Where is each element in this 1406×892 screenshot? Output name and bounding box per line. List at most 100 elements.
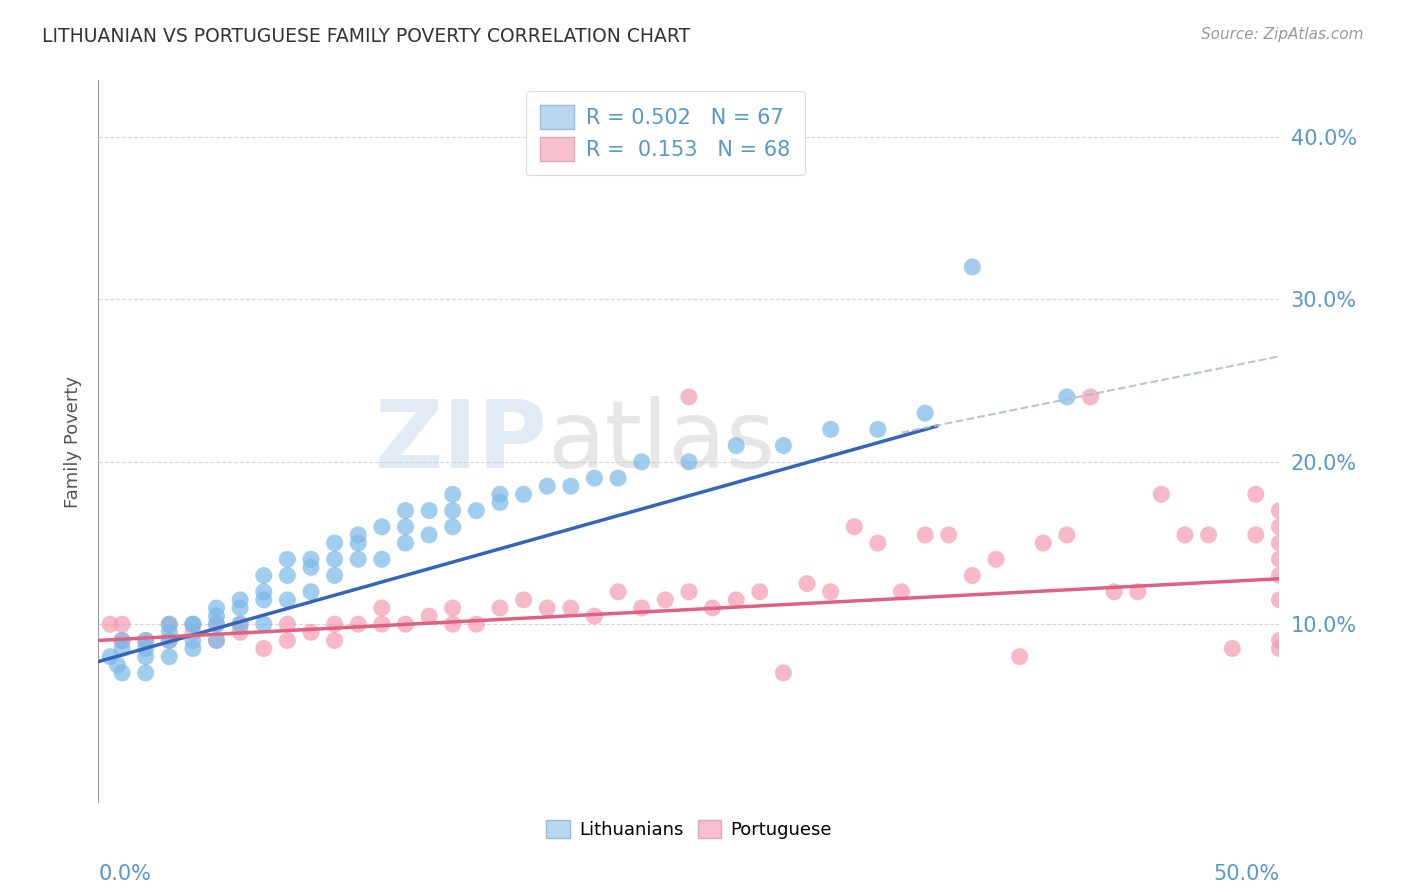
Point xyxy=(157,649,180,664)
Point xyxy=(135,633,157,648)
Text: LITHUANIAN VS PORTUGUESE FAMILY POVERTY CORRELATION CHART: LITHUANIAN VS PORTUGUESE FAMILY POVERTY … xyxy=(42,27,690,45)
Point xyxy=(157,633,180,648)
Point xyxy=(560,479,582,493)
Point xyxy=(441,520,464,534)
Point xyxy=(630,601,652,615)
Point xyxy=(205,633,228,648)
Point xyxy=(441,601,464,615)
Point xyxy=(1032,536,1054,550)
Point xyxy=(1244,487,1267,501)
Point xyxy=(820,422,842,436)
Point xyxy=(253,568,276,582)
Point xyxy=(157,617,180,632)
Text: atlas: atlas xyxy=(547,395,776,488)
Point xyxy=(229,592,252,607)
Point xyxy=(441,617,464,632)
Point xyxy=(181,625,204,640)
Point xyxy=(276,552,298,566)
Point xyxy=(702,601,724,615)
Point xyxy=(253,617,276,632)
Point xyxy=(1198,528,1220,542)
Point xyxy=(1102,584,1125,599)
Point xyxy=(111,633,134,648)
Point xyxy=(299,552,322,566)
Point xyxy=(205,633,228,648)
Point xyxy=(441,487,464,501)
Point xyxy=(890,584,912,599)
Point xyxy=(157,633,180,648)
Point xyxy=(157,617,180,632)
Point xyxy=(181,633,204,648)
Point xyxy=(1268,552,1291,566)
Point xyxy=(654,592,676,607)
Point xyxy=(111,665,134,680)
Point xyxy=(299,625,322,640)
Point xyxy=(418,528,440,542)
Point xyxy=(820,584,842,599)
Point xyxy=(371,520,394,534)
Point xyxy=(181,617,204,632)
Point xyxy=(394,503,416,517)
Point xyxy=(866,422,889,436)
Point xyxy=(323,633,346,648)
Point xyxy=(418,609,440,624)
Point xyxy=(181,641,204,656)
Point xyxy=(205,617,228,632)
Point xyxy=(135,649,157,664)
Point xyxy=(630,455,652,469)
Point xyxy=(229,601,252,615)
Point xyxy=(1268,503,1291,517)
Y-axis label: Family Poverty: Family Poverty xyxy=(63,376,82,508)
Point xyxy=(371,552,394,566)
Point xyxy=(323,536,346,550)
Text: Source: ZipAtlas.com: Source: ZipAtlas.com xyxy=(1201,27,1364,42)
Point xyxy=(276,592,298,607)
Point xyxy=(607,584,630,599)
Point xyxy=(157,625,180,640)
Point xyxy=(418,503,440,517)
Point xyxy=(962,568,984,582)
Point xyxy=(229,617,252,632)
Point xyxy=(1056,528,1078,542)
Point xyxy=(1268,520,1291,534)
Point xyxy=(962,260,984,274)
Point xyxy=(371,617,394,632)
Text: 0.0%: 0.0% xyxy=(98,864,152,885)
Point xyxy=(347,536,370,550)
Point xyxy=(111,617,134,632)
Point xyxy=(394,520,416,534)
Point xyxy=(512,487,534,501)
Point xyxy=(678,390,700,404)
Text: 50.0%: 50.0% xyxy=(1213,864,1279,885)
Point xyxy=(536,601,558,615)
Point xyxy=(135,633,157,648)
Point xyxy=(323,552,346,566)
Point xyxy=(205,601,228,615)
Point xyxy=(914,528,936,542)
Point xyxy=(394,536,416,550)
Point xyxy=(135,665,157,680)
Point xyxy=(583,609,606,624)
Point xyxy=(347,552,370,566)
Point xyxy=(772,665,794,680)
Point xyxy=(748,584,770,599)
Point xyxy=(1268,568,1291,582)
Point xyxy=(229,625,252,640)
Point xyxy=(229,617,252,632)
Point xyxy=(536,479,558,493)
Point xyxy=(489,601,512,615)
Point xyxy=(1268,641,1291,656)
Point xyxy=(111,633,134,648)
Point xyxy=(678,455,700,469)
Point xyxy=(347,617,370,632)
Point xyxy=(323,568,346,582)
Point xyxy=(111,641,134,656)
Point xyxy=(512,592,534,607)
Point xyxy=(1220,641,1243,656)
Point xyxy=(489,495,512,509)
Point xyxy=(98,617,121,632)
Point xyxy=(253,641,276,656)
Point xyxy=(725,592,748,607)
Point xyxy=(914,406,936,420)
Point xyxy=(772,439,794,453)
